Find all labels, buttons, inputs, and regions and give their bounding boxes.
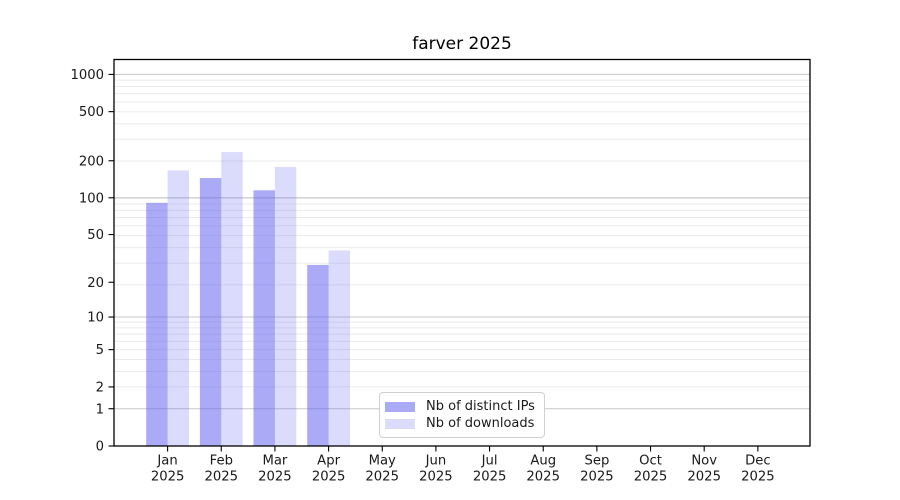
legend-swatch-distinct-ips: [385, 401, 415, 412]
svg-text:2025: 2025: [312, 470, 346, 485]
svg-text:20: 20: [87, 276, 104, 291]
svg-text:2025: 2025: [473, 470, 507, 485]
svg-text:2025: 2025: [419, 470, 453, 485]
svg-text:5: 5: [96, 343, 104, 358]
legend-label-distinct-ips: Nb of distinct IPs: [426, 399, 535, 414]
legend-label-downloads: Nb of downloads: [426, 416, 535, 431]
legend: Nb of distinct IPs Nb of downloads: [379, 392, 545, 438]
svg-text:Jan: Jan: [156, 454, 177, 469]
svg-text:2: 2: [96, 381, 104, 396]
chart-title: farver 2025: [412, 34, 512, 54]
svg-text:Mar: Mar: [262, 454, 287, 469]
svg-text:Sep: Sep: [584, 454, 609, 469]
legend-item-downloads: Nb of downloads: [385, 415, 536, 432]
svg-text:Jun: Jun: [425, 454, 447, 469]
svg-text:Apr: Apr: [317, 454, 340, 469]
svg-text:500: 500: [79, 105, 104, 120]
svg-text:Jul: Jul: [481, 454, 498, 469]
svg-text:1000: 1000: [70, 68, 104, 83]
svg-text:0: 0: [96, 440, 104, 455]
svg-text:Aug: Aug: [530, 454, 556, 469]
svg-text:Oct: Oct: [639, 454, 662, 469]
svg-text:100: 100: [79, 191, 104, 206]
svg-text:2025: 2025: [634, 470, 668, 485]
svg-text:Nov: Nov: [691, 454, 717, 469]
svg-text:Dec: Dec: [745, 454, 771, 469]
legend-swatch-downloads: [385, 418, 415, 429]
svg-text:2025: 2025: [151, 470, 185, 485]
svg-text:1: 1: [96, 402, 104, 417]
legend-item-distinct-ips: Nb of distinct IPs: [385, 398, 536, 415]
svg-text:2025: 2025: [687, 470, 721, 485]
svg-text:2025: 2025: [526, 470, 560, 485]
svg-text:200: 200: [79, 154, 104, 169]
svg-text:10: 10: [87, 311, 104, 326]
svg-text:2025: 2025: [205, 470, 239, 485]
svg-text:2025: 2025: [741, 470, 775, 485]
svg-text:Feb: Feb: [210, 454, 233, 469]
svg-text:2025: 2025: [258, 470, 292, 485]
svg-text:May: May: [369, 454, 396, 469]
svg-text:50: 50: [87, 228, 104, 243]
svg-text:2025: 2025: [580, 470, 614, 485]
svg-text:2025: 2025: [365, 470, 399, 485]
